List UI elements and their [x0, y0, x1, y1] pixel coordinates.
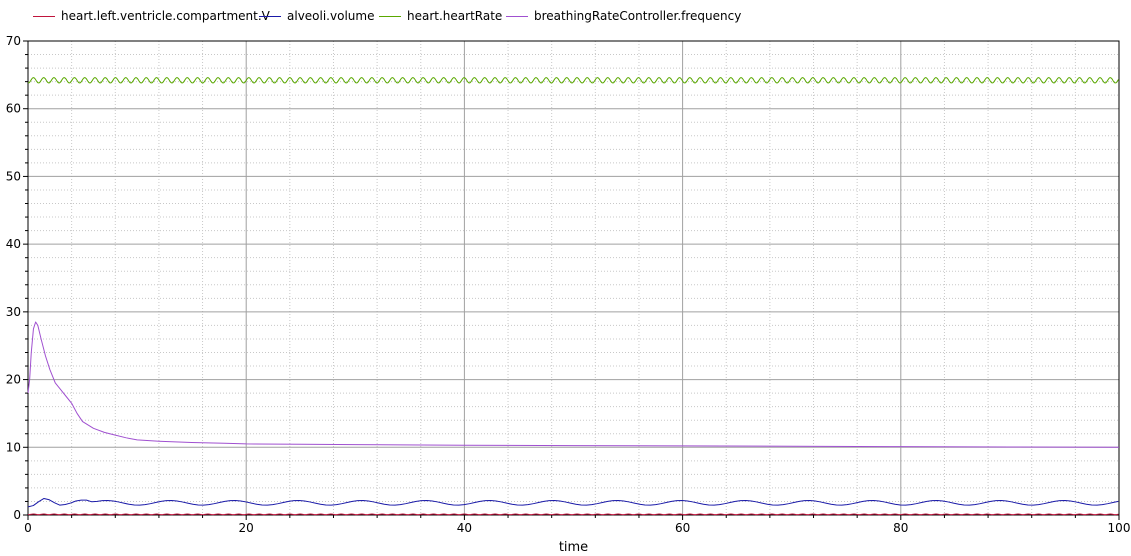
- y-tick-label: 0: [13, 508, 21, 522]
- x-tick-label: 40: [457, 521, 472, 535]
- legend-swatch-breathing-frequency: [506, 15, 528, 17]
- series-breathing-frequency: [27, 321, 1120, 448]
- legend-label-ventricle-volume: heart.left.ventricle.compartment.V: [61, 9, 270, 23]
- x-tick-label: 80: [893, 521, 908, 535]
- x-tick-label: 60: [675, 521, 690, 535]
- y-tick-label: 20: [6, 373, 21, 387]
- series-ventricle-volume: [27, 513, 1119, 516]
- y-tick-label: 10: [6, 440, 21, 454]
- series-layer: [27, 77, 1120, 516]
- legend-swatch-ventricle-volume: [33, 15, 55, 17]
- minor-gridlines: [28, 41, 1119, 515]
- x-tick-label: 20: [239, 521, 254, 535]
- legend: heart.left.ventricle.compartment.V alveo…: [0, 0, 1131, 30]
- x-tick-label: 0: [24, 521, 32, 535]
- y-tick-label: 50: [6, 169, 21, 183]
- series-heart-rate: [27, 77, 1119, 84]
- y-tick-label: 60: [6, 102, 21, 116]
- legend-label-heart-rate: heart.heartRate: [407, 9, 503, 23]
- legend-label-breathing-frequency: breathingRateController.frequency: [534, 9, 742, 23]
- x-axis-title: time: [559, 540, 588, 555]
- legend-item-heart-rate: heart.heartRate: [379, 8, 502, 24]
- y-tick-label: 40: [6, 237, 21, 251]
- legend-item-breathing-frequency: breathingRateController.frequency: [506, 8, 741, 24]
- x-tick-label: 100: [1108, 521, 1131, 535]
- series-alveoli-volume: [27, 497, 1119, 508]
- plot-frame: [27, 40, 1120, 516]
- legend-item-alveoli-volume: alveoli.volume: [259, 8, 374, 24]
- legend-swatch-alveoli-volume: [259, 15, 281, 17]
- y-tick-label: 30: [6, 305, 21, 319]
- x-tick-labels: 0 20 40 60 80 100: [24, 521, 1130, 535]
- legend-item-ventricle-volume: heart.left.ventricle.compartment.V: [33, 8, 270, 24]
- major-gridlines: [28, 41, 1119, 515]
- y-tick-labels: 0 10 20 30 40 50 60 70: [6, 34, 21, 522]
- axis-ticks: [23, 40, 1120, 520]
- legend-swatch-heart-rate: [379, 15, 401, 17]
- legend-label-alveoli-volume: alveoli.volume: [287, 9, 375, 23]
- y-tick-label: 70: [6, 34, 21, 48]
